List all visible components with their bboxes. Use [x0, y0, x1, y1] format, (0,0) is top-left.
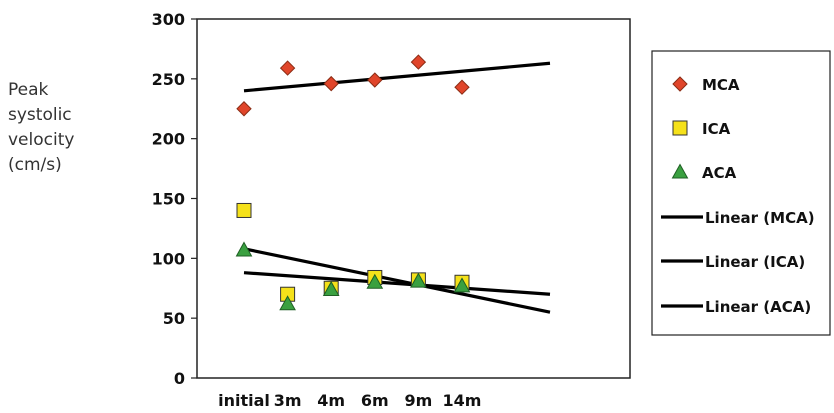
y-tick-label: 300: [152, 10, 185, 29]
x-tick-label: 4m: [317, 391, 345, 410]
trendlines: [243, 61, 551, 314]
trendline: [243, 271, 551, 296]
x-tick-label: 14m: [443, 391, 482, 410]
y-tick-label: 250: [152, 70, 185, 89]
trendline: [243, 61, 551, 93]
data-point-mca: [279, 60, 296, 76]
x-axis: initial 3m 4m 6m 9m 14m: [218, 391, 481, 410]
y-tick-label: 50: [163, 309, 185, 328]
x-tick-label: 3m: [274, 391, 302, 410]
legend-label: Linear (ICA): [705, 253, 805, 271]
data-point-aca: [366, 273, 384, 289]
legend-label: MCA: [702, 76, 740, 94]
data-point-ica: [236, 202, 252, 218]
data-point-mca: [323, 75, 339, 92]
data-points: [235, 54, 471, 311]
legend-label: Linear (ACA): [705, 298, 811, 316]
data-point-mca: [367, 72, 383, 88]
y-tick-label: 100: [152, 249, 185, 268]
trendline: [243, 247, 551, 314]
y-axis-label-line: systolic: [8, 105, 72, 125]
data-point-aca: [235, 241, 253, 257]
data-point-mca: [410, 54, 427, 70]
y-axis-label: Peak systolic velocity (cm/s): [8, 80, 74, 175]
x-tick-label: 9m: [404, 391, 432, 410]
legend-marker: [672, 120, 688, 136]
legend-marker: [672, 76, 688, 92]
y-tick-label: 200: [152, 130, 185, 149]
legend-box: [651, 50, 831, 336]
x-tick-label: 6m: [361, 391, 389, 410]
y-axis: 0 50 100 150 200 250 300: [152, 10, 197, 388]
legend: MCA ICA ACA Linear (MCA) Linear (ICA) Linear …: [661, 76, 815, 316]
data-point-aca: [322, 280, 340, 296]
y-tick-label: 0: [174, 369, 185, 388]
legend-label: ICA: [702, 120, 731, 138]
y-axis-label-line: velocity: [8, 130, 74, 150]
legend-label: ACA: [702, 164, 737, 182]
data-point-mca: [454, 79, 470, 95]
data-point-aca: [453, 277, 471, 293]
legend-label: Linear (MCA): [705, 209, 815, 227]
plot-area: [196, 18, 631, 379]
y-axis-label-line: Peak: [8, 80, 49, 100]
y-axis-label-line: (cm/s): [8, 155, 62, 175]
y-tick-label: 150: [152, 190, 185, 209]
legend-marker: [671, 163, 689, 179]
x-tick-label: initial: [218, 391, 270, 410]
data-point-mca: [236, 101, 252, 117]
data-point-aca: [410, 272, 427, 288]
data-point-aca: [279, 295, 296, 311]
